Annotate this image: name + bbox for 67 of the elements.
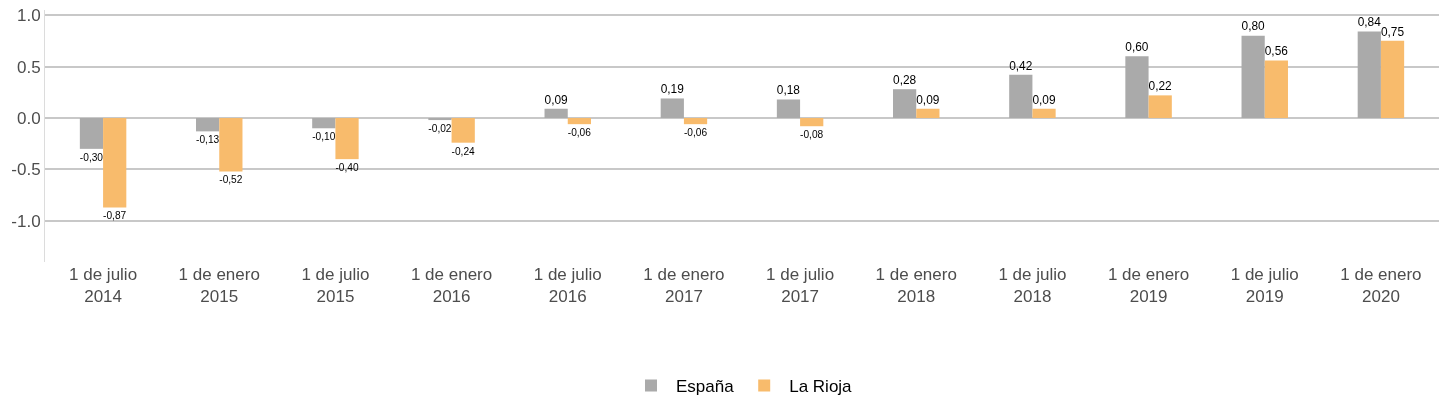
- bar: [800, 118, 824, 127]
- bar: [1357, 31, 1381, 118]
- bar: [451, 118, 475, 143]
- data-label: -0,13: [196, 134, 220, 146]
- x-tick-label: 1 de julio 2017: [766, 265, 835, 307]
- legend-label: España: [676, 377, 735, 397]
- data-label: 0,28: [893, 72, 917, 87]
- bar: [312, 118, 336, 129]
- data-label: 0,56: [1264, 44, 1289, 59]
- bar: [1264, 60, 1288, 118]
- x-tick-label: 1 de enero 2015: [178, 265, 260, 307]
- bar: [103, 118, 127, 208]
- x-tick-label: 1 de julio 2014: [69, 265, 138, 307]
- data-label: -0,52: [219, 174, 243, 186]
- bar: [219, 118, 243, 172]
- x-tick-label: 1 de enero 2017: [643, 265, 725, 307]
- bar: [1125, 56, 1149, 118]
- bar: [776, 99, 801, 118]
- data-label: 0,84: [1357, 15, 1382, 30]
- data-label: -0,06: [567, 127, 592, 139]
- data-label: -0,10: [312, 131, 336, 143]
- x-tick-label: 1 de julio 2015: [301, 265, 370, 307]
- bar: [660, 98, 684, 118]
- bar: [1148, 95, 1172, 118]
- data-label: 0,18: [776, 83, 801, 98]
- bar: [335, 118, 359, 160]
- x-tick-label: 1 de julio 2016: [533, 265, 602, 307]
- data-label: -0,02: [428, 122, 452, 134]
- data-label: 0,60: [1125, 40, 1149, 55]
- x-tick-label: 1 de julio 2018: [998, 265, 1067, 307]
- bar: [1380, 40, 1405, 118]
- bar: [79, 118, 104, 149]
- y-tick-label: 1.0: [16, 6, 41, 26]
- bar: [916, 108, 940, 118]
- data-label: 0,09: [1032, 92, 1056, 107]
- data-label: 0,42: [1009, 58, 1033, 73]
- data-label: 0,75: [1380, 24, 1405, 39]
- data-label: -0,06: [683, 127, 708, 139]
- x-tick-label: 1 de enero 2019: [1107, 265, 1190, 307]
- x-tick-label: 1 de enero 2020: [1340, 265, 1422, 307]
- x-tick-label: 1 de julio 2019: [1230, 265, 1299, 307]
- bar: [683, 118, 708, 125]
- y-tick-label: 0.5: [16, 57, 41, 77]
- data-label: 0,09: [916, 92, 940, 107]
- data-label: 0,22: [1148, 79, 1173, 94]
- data-label: -0,08: [800, 129, 824, 141]
- data-label: -0,87: [103, 210, 127, 222]
- bar: [893, 89, 917, 118]
- data-label: 0,80: [1241, 19, 1266, 34]
- bar: [1009, 74, 1033, 118]
- legend-label: La Rioja: [789, 377, 853, 397]
- data-label: -0,40: [335, 162, 359, 174]
- bar: [544, 108, 568, 118]
- x-tick-label: 1 de enero 2016: [410, 265, 493, 307]
- bar: [1241, 35, 1265, 118]
- bar: [428, 118, 452, 121]
- y-tick-label: -0.5: [11, 160, 41, 180]
- bar: [1032, 108, 1056, 118]
- x-tick-label: 1 de enero 2018: [875, 265, 957, 307]
- data-label: -0,24: [451, 145, 476, 157]
- bar: [196, 118, 220, 132]
- data-label: 0,09: [544, 92, 569, 107]
- data-label: 0,19: [660, 82, 685, 97]
- y-tick-label: 0.0: [16, 108, 41, 128]
- data-label: -0,30: [79, 151, 104, 163]
- bar: [567, 118, 591, 125]
- y-tick-label: -1.0: [11, 211, 41, 231]
